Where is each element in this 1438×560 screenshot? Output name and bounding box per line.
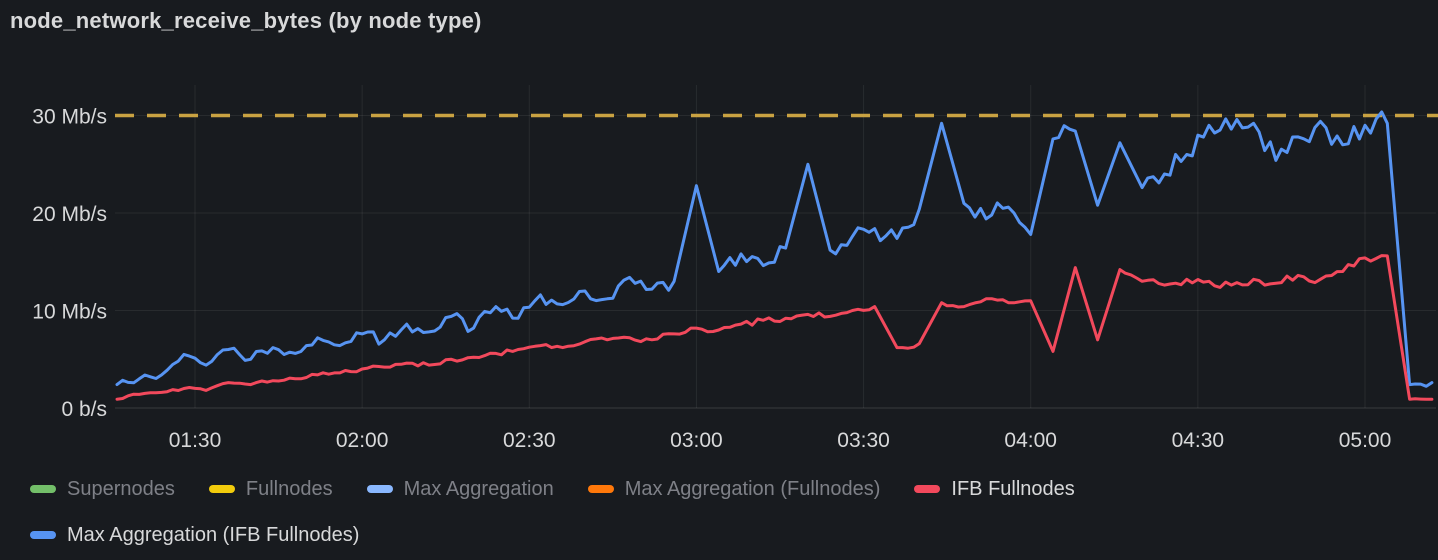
legend-item-fullnodes[interactable]: Fullnodes [208,466,333,512]
legend-item-max-aggregation-ifb-fullnodes[interactable]: Max Aggregation (IFB Fullnodes) [30,512,359,558]
legend-swatch-fullnodes [208,485,235,493]
time-series-plot[interactable]: 0 b/s 10 Mb/s 20 Mb/s 30 Mb/s 01:30 02:00 02:3… [0,0,1438,460]
legend-item-max-aggregation[interactable]: Max Aggregation [366,466,554,512]
x-axis-tick-label: 03:00 [670,429,723,452]
y-axis-tick-label: 30 Mb/s [32,106,107,129]
y-axis-tick-label: 20 Mb/s [32,203,107,226]
x-axis-tick-label: 05:00 [1339,429,1392,452]
x-axis-tick-label: 04:30 [1172,429,1225,452]
x-axis-tick-label: 02:30 [503,429,556,452]
y-axis-tick-label: 10 Mb/s [32,301,107,324]
panel-title[interactable]: node_network_receive_bytes (by node type… [10,8,482,33]
legend-swatch-max-aggregation [366,485,393,493]
legend-label-fullnodes: Fullnodes [245,477,333,500]
legend-item-supernodes[interactable]: Supernodes [30,466,175,512]
x-axis-tick-label: 01:30 [169,429,222,452]
legend-item-max-aggregation-fullnodes[interactable]: Max Aggregation (Fullnodes) [587,466,881,512]
legend-label-ifb-fullnodes: IFB Fullnodes [951,477,1075,500]
legend-swatch-supernodes [30,485,56,493]
y-axis-tick-label: 0 b/s [61,398,107,421]
legend-label-supernodes: Supernodes [67,477,175,500]
legend-label-max-aggregation-fullnodes: Max Aggregation (Fullnodes) [624,477,881,500]
series-line-blue [115,110,1434,388]
x-axis-tick-label: 02:00 [336,429,389,452]
legend-label-max-aggregation: Max Aggregation [403,477,554,500]
legend-swatch-max-aggregation-ifb-fullnodes [30,531,56,539]
series-line-red [115,254,1434,401]
x-axis-tick-label: 04:00 [1004,429,1057,452]
legend-label-max-aggregation-ifb-fullnodes: Max Aggregation (IFB Fullnodes) [67,523,360,546]
legend: Supernodes Fullnodes Max Aggregation Max Ag… [30,466,1430,558]
legend-swatch-max-aggregation-fullnodes [587,485,614,493]
x-axis-tick-label: 03:30 [837,429,890,452]
legend-swatch-ifb-fullnodes [914,485,941,493]
legend-item-ifb-fullnodes[interactable]: IFB Fullnodes [914,466,1075,512]
